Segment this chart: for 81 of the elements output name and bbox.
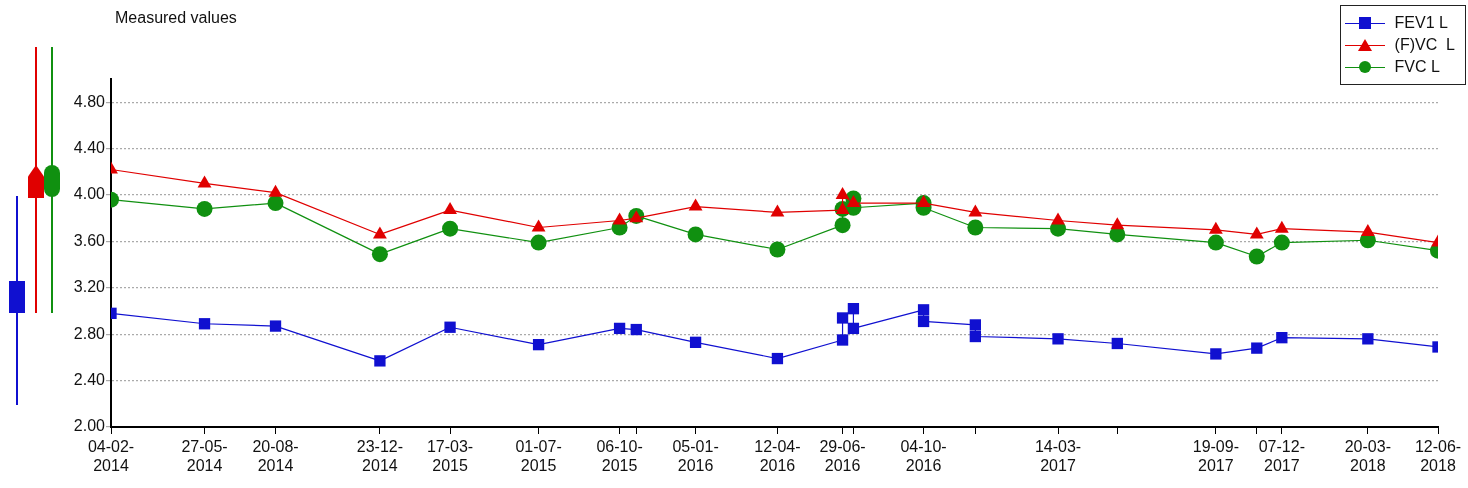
legend-label: (F)VC L xyxy=(1394,36,1455,54)
point xyxy=(630,323,642,336)
point xyxy=(444,321,456,333)
point xyxy=(1251,342,1263,354)
point xyxy=(968,204,983,217)
y-tick-label: 2.40 xyxy=(73,371,106,389)
point xyxy=(531,219,546,232)
point xyxy=(836,312,849,324)
x-tick-label: 20-03-2018 xyxy=(1344,438,1391,475)
point xyxy=(198,318,211,330)
point xyxy=(371,246,388,263)
x-tick-label: 05-01-2016 xyxy=(672,438,719,475)
point xyxy=(687,226,704,243)
y-tick-label: 4.40 xyxy=(73,139,106,157)
x-tick-label: 19-09-2017 xyxy=(1192,438,1239,475)
point xyxy=(1362,333,1374,345)
point xyxy=(1208,221,1223,234)
point xyxy=(1276,332,1288,344)
point xyxy=(530,234,547,251)
point xyxy=(1274,220,1289,233)
point xyxy=(969,330,981,343)
point xyxy=(1207,234,1224,251)
x-tick-label: 04-10-2016 xyxy=(900,438,947,475)
point xyxy=(1110,217,1125,230)
point xyxy=(835,187,850,199)
point xyxy=(443,202,457,215)
y-tick-label: 3.60 xyxy=(73,231,106,249)
point xyxy=(442,220,459,237)
point xyxy=(689,336,702,348)
point xyxy=(1273,234,1290,251)
point xyxy=(1051,212,1065,225)
x-tick-label: 07-12-2017 xyxy=(1258,438,1305,475)
legend-label: FEV1 L xyxy=(1394,14,1448,32)
point xyxy=(269,320,282,332)
point xyxy=(374,355,386,367)
chart-title: Measured values xyxy=(115,9,237,27)
x-tick-label: 06-10-2015 xyxy=(596,438,643,475)
point xyxy=(1249,226,1264,239)
point xyxy=(532,338,545,351)
point xyxy=(612,212,627,225)
point xyxy=(916,195,931,208)
x-tick-label: 12-04-2016 xyxy=(754,438,801,475)
y-tick-label: 4.00 xyxy=(73,185,106,203)
point xyxy=(196,200,213,217)
point xyxy=(1111,337,1123,350)
y-tick-label: 2.80 xyxy=(73,324,106,342)
x-tick-label: 17-03-2015 xyxy=(426,438,474,475)
point xyxy=(1052,333,1064,345)
point xyxy=(613,322,626,335)
point xyxy=(917,304,930,316)
x-tick-label: 27-05-2014 xyxy=(181,438,228,475)
point xyxy=(267,195,284,212)
point xyxy=(967,219,984,236)
point xyxy=(917,315,930,328)
y-tick-label: 2.00 xyxy=(73,417,106,435)
point xyxy=(847,303,860,315)
x-tick-label: 14-03-2017 xyxy=(1034,438,1082,475)
point xyxy=(847,322,860,335)
point xyxy=(1360,224,1375,237)
point xyxy=(771,352,784,365)
point xyxy=(268,184,283,197)
point xyxy=(688,198,703,211)
x-tick-label: 20-08-2014 xyxy=(252,438,299,475)
point xyxy=(836,334,849,346)
point xyxy=(1248,248,1265,265)
x-tick-label: 29-06-2016 xyxy=(819,438,866,475)
point xyxy=(769,241,786,258)
legend-label: FVC L xyxy=(1394,58,1440,76)
point xyxy=(770,204,785,217)
x-tick-label: 01-07-2015 xyxy=(515,438,562,475)
point xyxy=(372,226,387,239)
x-tick-label: 23-12-2014 xyxy=(356,438,404,475)
x-tick-label: 04-02-2014 xyxy=(87,438,135,475)
point xyxy=(846,195,861,208)
point xyxy=(834,217,851,234)
point xyxy=(969,319,981,331)
x-tick-label: 12-06-2018 xyxy=(1414,438,1462,475)
point xyxy=(197,175,212,188)
y-tick-label: 3.20 xyxy=(73,278,106,296)
y-tick-label: 4.80 xyxy=(73,92,106,110)
point xyxy=(1210,348,1222,360)
